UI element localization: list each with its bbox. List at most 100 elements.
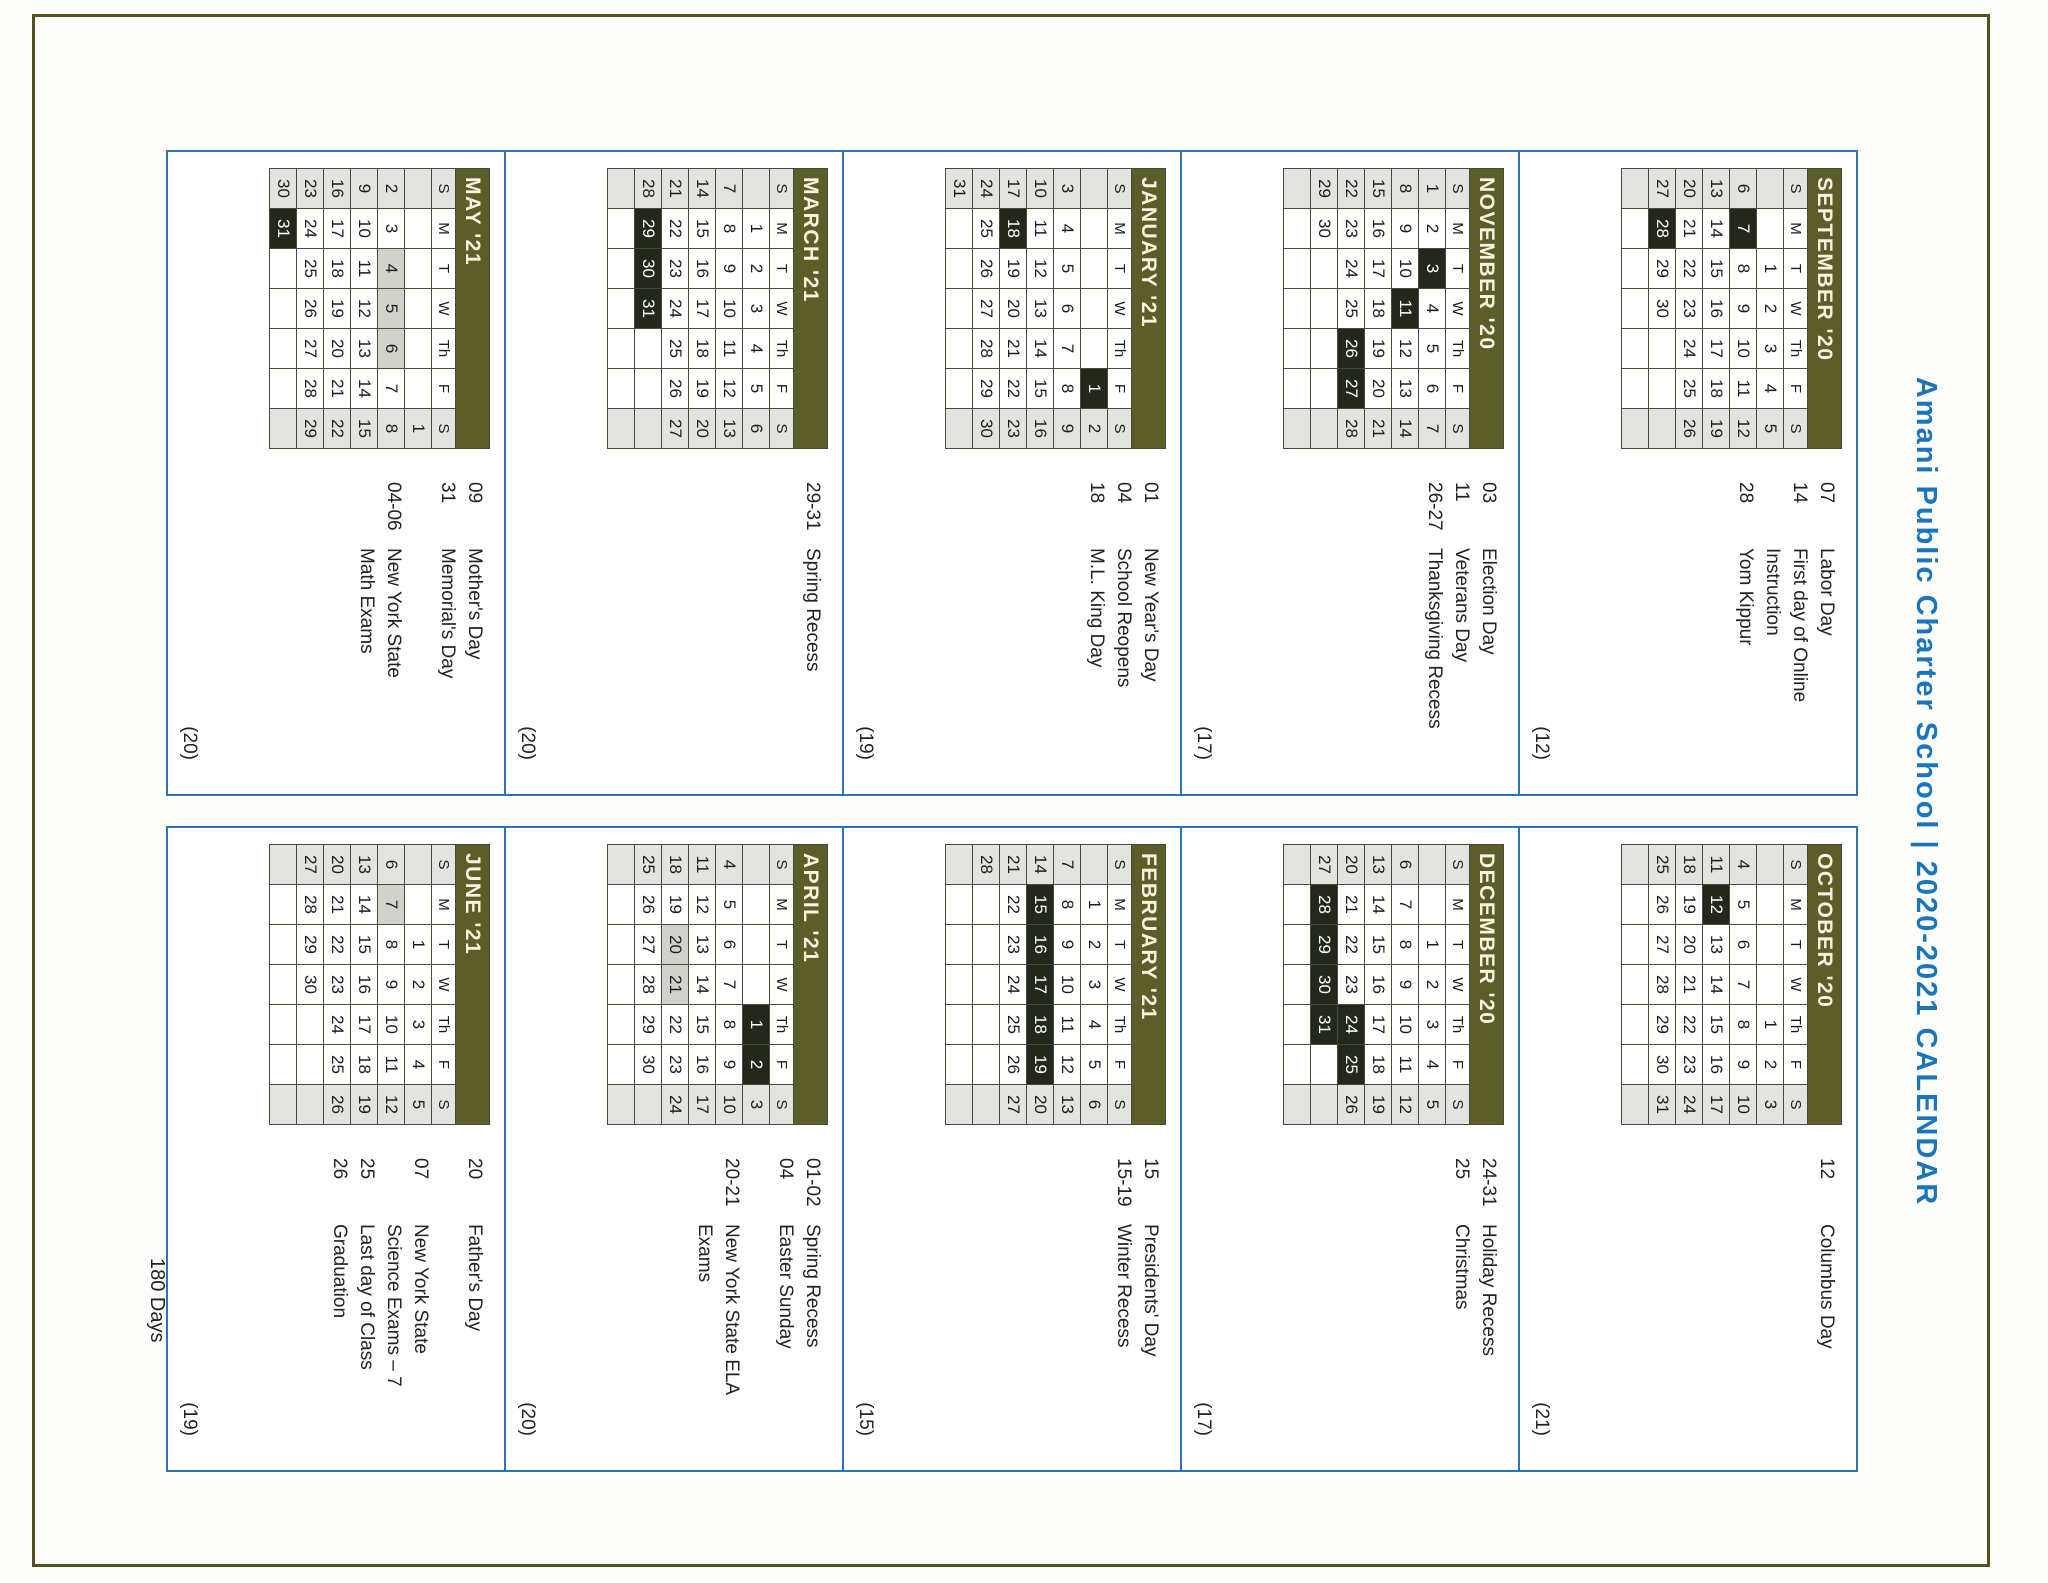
day-cell: 4 — [715, 844, 743, 885]
day-cell: 4 — [1756, 368, 1784, 409]
day-cell — [1756, 884, 1784, 925]
day-cell — [269, 884, 297, 925]
month-block-may: MAY '21 S M T W Th F S 1 2 3 4 5 6 7 8 9 10 11 12 13 14 15 16 17… — [166, 150, 506, 796]
day-cell: 31 — [945, 168, 973, 209]
day-cell: 23 — [323, 964, 351, 1005]
dow-cell: F — [1783, 368, 1808, 409]
day-cell: 16 — [1026, 924, 1054, 965]
day-cell: 15 — [1702, 1004, 1730, 1045]
day-cell: 7 — [715, 168, 743, 209]
day-cell: 21 — [999, 844, 1027, 885]
day-cell: 18 — [661, 844, 689, 885]
day-cell: 2 — [377, 168, 405, 209]
day-cell: 5 — [1080, 1044, 1108, 1085]
day-cell — [607, 168, 635, 209]
day-cell: 23 — [296, 168, 324, 209]
event-date-code — [434, 1158, 461, 1224]
day-cell: 17 — [688, 1084, 716, 1125]
event-line: 09 Mother's Day — [461, 482, 488, 780]
day-cell: 22 — [661, 208, 689, 249]
day-cell: 23 — [1675, 1044, 1703, 1085]
day-cell — [742, 884, 770, 925]
event-line: 01 New Year's Day — [1137, 482, 1164, 780]
day-cell — [945, 1004, 973, 1045]
day-cell: 18 — [323, 248, 351, 289]
event-label: Spring Recess — [802, 548, 823, 672]
event-label: New York State Science Exams – 7 — [383, 1224, 431, 1387]
day-cell — [1756, 924, 1784, 965]
day-cell: 10 — [1391, 248, 1419, 289]
day-cell — [1283, 1004, 1311, 1045]
day-cell: 28 — [634, 168, 662, 209]
day-cell: 24 — [999, 964, 1027, 1005]
day-cell — [269, 1044, 297, 1085]
day-cell: 16 — [323, 168, 351, 209]
event-line: 07 Labor Day — [1813, 482, 1840, 780]
dow-cell: W — [431, 964, 456, 1005]
day-cell: 11 — [1391, 288, 1419, 329]
day-cell — [1310, 288, 1338, 329]
day-cell — [269, 844, 297, 885]
dow-cell: S — [769, 408, 794, 449]
events-list: 24-31 Holiday Recess 25 Christmas — [1448, 1158, 1502, 1456]
day-cell — [404, 328, 432, 369]
calendar-title: Amani Public Charter School | 2020-2021 … — [1910, 376, 1942, 1207]
day-cell: 11 — [688, 844, 716, 885]
day-cell: 3 — [1053, 168, 1081, 209]
day-cell: 6 — [715, 924, 743, 965]
dow-cell: S — [1783, 1084, 1808, 1125]
day-cell: 15 — [1364, 924, 1392, 965]
day-cell — [269, 924, 297, 965]
day-cell: 13 — [688, 924, 716, 965]
day-cell — [1756, 168, 1784, 209]
day-cell: 2 — [1756, 288, 1784, 329]
day-cell: 27 — [972, 288, 1000, 329]
day-cell: 22 — [661, 1004, 689, 1045]
event-line: 18 M.L. King Day — [1083, 482, 1110, 780]
day-cell — [607, 1004, 635, 1045]
day-cell: 11 — [1391, 1044, 1419, 1085]
day-cell: 9 — [350, 168, 378, 209]
event-date-code: 04 — [1113, 482, 1134, 504]
day-cell: 17 — [1702, 1084, 1730, 1125]
day-cell: 3 — [377, 208, 405, 249]
day-cell: 17 — [1026, 964, 1054, 1005]
day-cell — [607, 408, 635, 449]
day-cell: 23 — [1675, 288, 1703, 329]
day-cell — [1283, 168, 1311, 209]
day-cell — [1310, 1084, 1338, 1125]
day-cell — [1621, 1084, 1649, 1125]
event-line: 15 Presidents' Day — [1137, 1158, 1164, 1456]
day-cell: 1 — [1756, 1004, 1784, 1045]
day-cell — [945, 288, 973, 329]
day-cell: 4 — [742, 328, 770, 369]
day-cell: 27 — [1648, 924, 1676, 965]
day-cell — [1080, 328, 1108, 369]
dow-cell: T — [769, 248, 794, 289]
day-cell — [269, 964, 297, 1005]
day-cell: 5 — [377, 288, 405, 329]
day-cell: 7 — [1053, 844, 1081, 885]
day-cell: 18 — [350, 1044, 378, 1085]
dow-cell: M — [1107, 884, 1132, 925]
month-block-march: MARCH '21 S M T W Th F S 1 2 3 4 5 6 7 8 9 10 11 12 13 14 15 16… — [504, 150, 844, 796]
day-cell: 22 — [1337, 924, 1365, 965]
day-cell — [1418, 884, 1446, 925]
day-cell: 24 — [972, 168, 1000, 209]
day-cell: 7 — [715, 964, 743, 1005]
column-left: SEPTEMBER '20 S M T W Th F S 1 2 3 4 5 6 7 8 9 10 11 12 13 14… — [166, 150, 1858, 796]
events-list: 20 Father's Day 07 New York State Science E… — [326, 1158, 488, 1456]
day-cell: 8 — [1053, 368, 1081, 409]
mini-calendar-september: SEPTEMBER '20 S M T W Th F S 1 2 3 4 5 6 7 8 9 10 11 12 13 14… — [1621, 168, 1842, 449]
day-cell: 14 — [1391, 408, 1419, 449]
day-cell: 10 — [1729, 328, 1757, 369]
event-date-code: 25 — [356, 1158, 377, 1180]
day-cell: 30 — [1648, 288, 1676, 329]
day-cell — [269, 1004, 297, 1045]
day-cell — [1621, 1004, 1649, 1045]
day-cell — [296, 1004, 324, 1045]
day-cell — [1283, 1084, 1311, 1125]
dow-cell: F — [431, 1044, 456, 1085]
day-cell: 8 — [1729, 248, 1757, 289]
event-line: 25 Christmas — [1448, 1158, 1475, 1456]
